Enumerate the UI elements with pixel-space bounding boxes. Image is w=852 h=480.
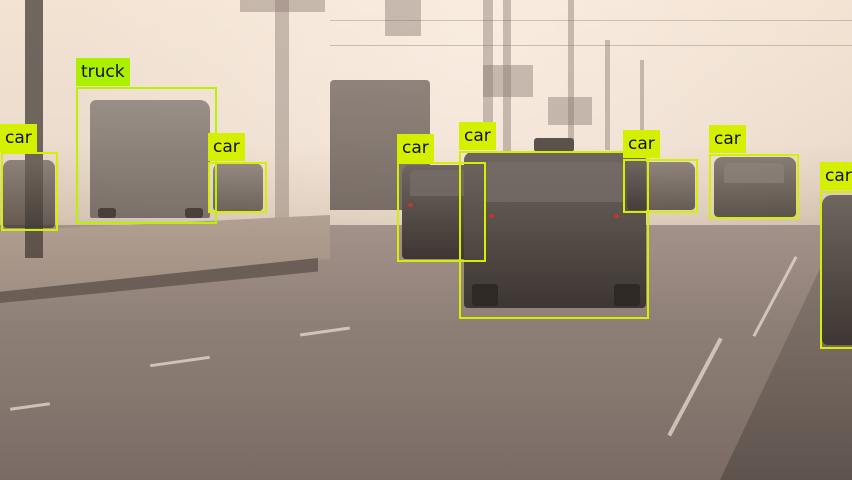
- detection-label: car: [709, 125, 746, 153]
- car-behind-truck: [213, 163, 263, 211]
- tram-sign: [483, 65, 533, 97]
- overhead-sign: [240, 0, 325, 12]
- street-pole: [605, 40, 610, 150]
- detection-box-truck: [76, 87, 217, 224]
- overhead-wire: [330, 20, 852, 21]
- traffic-sign: [385, 0, 421, 36]
- detection-box-car: [208, 162, 267, 213]
- detection-box-car: [397, 162, 486, 262]
- detection-box-car: [459, 151, 649, 319]
- detection-label: car: [397, 134, 434, 162]
- car-right-edge: [822, 195, 852, 345]
- tram-pole: [503, 0, 511, 155]
- tram-pole: [483, 0, 493, 150]
- car-far-right: [714, 157, 796, 217]
- detection-box-car: [1, 152, 58, 231]
- detection-box-car: [709, 154, 799, 219]
- detection-label: truck: [76, 58, 130, 86]
- detection-label: car: [820, 162, 852, 190]
- detection-box-car: [623, 159, 698, 213]
- detection-label: car: [459, 122, 496, 150]
- car-center: [464, 138, 646, 308]
- street-pole: [640, 60, 644, 160]
- detection-label: car: [0, 124, 37, 152]
- truck: [90, 100, 210, 218]
- detection-box-car: [820, 191, 852, 349]
- detection-label: car: [208, 133, 245, 161]
- car-ahead-right: [627, 162, 695, 210]
- overhead-wire: [330, 45, 852, 46]
- road-sign: [548, 97, 592, 125]
- street-pole: [568, 0, 574, 150]
- street-pole: [275, 0, 289, 225]
- detection-label: car: [623, 130, 660, 158]
- car-left-edge: [3, 160, 55, 228]
